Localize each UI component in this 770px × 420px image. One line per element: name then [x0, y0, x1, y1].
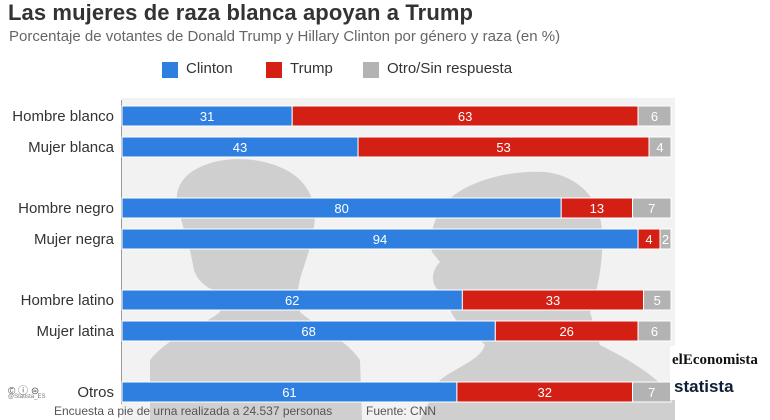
data-label-other: 7 — [648, 201, 655, 216]
legend-swatch-other — [363, 62, 379, 78]
source-note: Fuente: CNN — [366, 404, 437, 418]
data-label-other: 2 — [662, 232, 669, 247]
bar-other[interactable] — [659, 228, 672, 250]
creative-commons-icon: © ⓘ ⊜ — [8, 386, 40, 397]
legend-label-other: Otro/Sin respuesta — [387, 60, 513, 77]
data-label-clinton: 80 — [334, 201, 348, 216]
background-panel — [675, 92, 770, 342]
chart-subtitle: Porcentaje de votantes de Donald Trump y… — [9, 28, 561, 45]
legend-label-clinton: Clinton — [186, 60, 233, 77]
data-label-clinton: 43 — [233, 140, 247, 155]
eleconomista-logo: elEconomista — [670, 346, 768, 374]
data-label-other: 6 — [651, 109, 658, 124]
data-label-clinton: 31 — [200, 109, 214, 124]
bars-layer: Hombre blanco 31 63 6 Mujer blanca 43 53 4 Hombr… — [12, 100, 672, 404]
data-label-trump: 13 — [590, 201, 604, 216]
category-label: Mujer blanca — [28, 139, 115, 156]
data-label-clinton: 61 — [282, 385, 296, 400]
legend-swatch-trump — [266, 62, 282, 78]
category-label: Hombre negro — [18, 200, 114, 217]
statista-logo: statista — [670, 374, 770, 400]
data-label-trump: 33 — [546, 293, 560, 308]
category-label: Mujer latina — [36, 323, 114, 340]
survey-note: Encuesta a pie de urna realizada a 24.53… — [54, 404, 333, 418]
data-label-trump: 63 — [458, 109, 472, 124]
data-label-other: 7 — [648, 385, 655, 400]
data-label-other: 5 — [654, 293, 661, 308]
category-label: Hombre blanco — [12, 108, 114, 125]
data-label-clinton: 94 — [373, 232, 387, 247]
category-label: Mujer negra — [34, 231, 115, 248]
data-label-other: 4 — [656, 140, 663, 155]
bar-other[interactable] — [637, 320, 672, 342]
data-label-clinton: 62 — [285, 293, 299, 308]
legend-swatch-clinton — [162, 62, 178, 78]
bar-other[interactable] — [648, 136, 672, 158]
statista-handle: @Statista_ES — [8, 394, 46, 400]
data-label-trump: 32 — [537, 385, 551, 400]
chart-title: Las mujeres de raza blanca apoyan a Trum… — [8, 0, 474, 25]
data-label-other: 6 — [651, 324, 658, 339]
bar-other[interactable] — [632, 197, 672, 219]
legend-label-trump: Trump — [290, 60, 333, 77]
data-label-trump: 4 — [645, 232, 652, 247]
data-label-trump: 26 — [559, 324, 573, 339]
category-label: Otros — [77, 384, 114, 401]
category-label: Hombre latino — [21, 292, 114, 309]
bar-other[interactable] — [637, 105, 672, 127]
data-label-clinton: 68 — [301, 324, 315, 339]
bar-other[interactable] — [643, 289, 672, 311]
data-label-trump: 53 — [496, 140, 510, 155]
